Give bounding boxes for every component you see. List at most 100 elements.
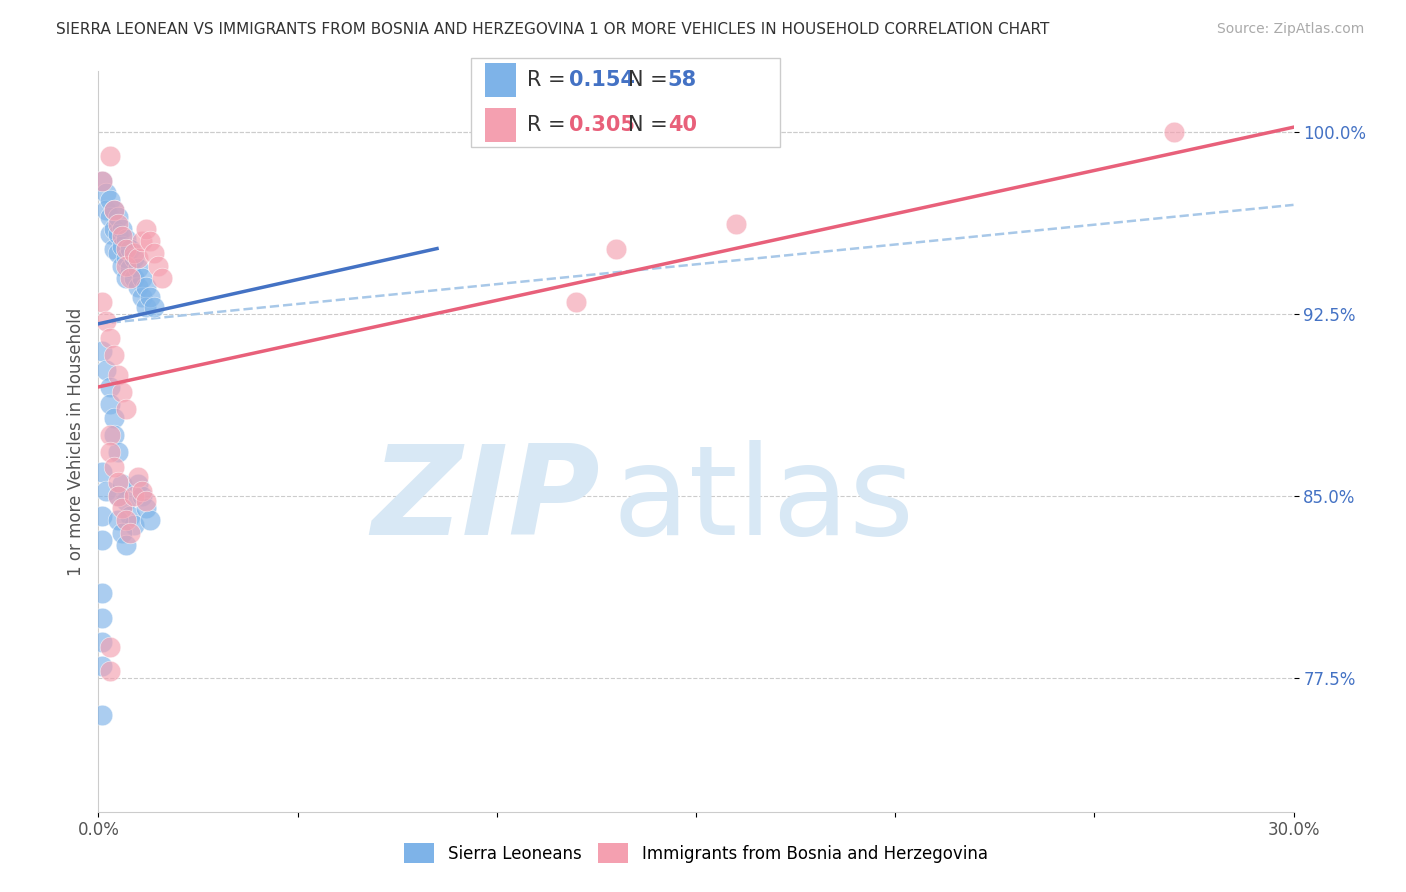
Point xyxy=(98,149,122,163)
Point xyxy=(103,411,125,425)
Point xyxy=(91,586,114,600)
Point xyxy=(127,280,149,294)
Text: SIERRA LEONEAN VS IMMIGRANTS FROM BOSNIA AND HERZEGOVINA 1 OR MORE VEHICLES IN H: SIERRA LEONEAN VS IMMIGRANTS FROM BOSNIA… xyxy=(56,22,1050,37)
Point xyxy=(91,343,114,358)
Point xyxy=(135,280,157,294)
Point xyxy=(111,477,134,491)
Point xyxy=(131,489,153,503)
Point xyxy=(120,242,142,256)
Point xyxy=(91,173,114,187)
Point xyxy=(107,368,129,382)
Text: ZIP: ZIP xyxy=(371,441,600,561)
Point xyxy=(150,270,173,285)
Point xyxy=(135,300,157,314)
Point xyxy=(98,640,122,654)
Point xyxy=(96,314,118,328)
Point xyxy=(115,252,138,266)
Text: 58: 58 xyxy=(668,70,697,90)
Point xyxy=(115,270,138,285)
Point xyxy=(107,475,129,489)
Point xyxy=(143,300,166,314)
Point xyxy=(91,508,114,523)
Text: atlas: atlas xyxy=(612,441,914,561)
Point xyxy=(107,513,129,527)
Point xyxy=(98,227,122,241)
Point xyxy=(91,707,114,722)
Point xyxy=(139,234,162,248)
Point xyxy=(107,227,129,241)
Point xyxy=(103,428,125,442)
Point xyxy=(115,494,138,508)
Point xyxy=(98,193,122,207)
Point xyxy=(124,246,146,260)
Text: Source: ZipAtlas.com: Source: ZipAtlas.com xyxy=(1216,22,1364,37)
Point xyxy=(96,202,118,217)
Text: 0.305: 0.305 xyxy=(569,115,636,135)
Point xyxy=(124,270,146,285)
Point xyxy=(120,508,142,523)
Point xyxy=(91,465,114,479)
Point xyxy=(111,222,134,236)
Point xyxy=(107,489,129,503)
Point xyxy=(91,610,114,624)
Point xyxy=(131,270,153,285)
Point xyxy=(107,217,129,231)
Point xyxy=(111,229,134,244)
Text: 40: 40 xyxy=(668,115,697,135)
Point xyxy=(131,484,153,499)
Point xyxy=(135,494,157,508)
Text: R =: R = xyxy=(527,70,572,90)
Point xyxy=(98,445,122,459)
Point xyxy=(120,270,142,285)
Point xyxy=(98,331,122,345)
Point xyxy=(103,222,125,236)
Point xyxy=(103,460,125,475)
Point xyxy=(148,259,170,273)
Point xyxy=(103,202,125,217)
Point xyxy=(127,252,149,266)
Point xyxy=(127,477,149,491)
Point xyxy=(131,234,153,248)
Point xyxy=(115,538,138,552)
Point xyxy=(111,259,134,273)
Point xyxy=(565,295,588,310)
Point xyxy=(98,664,122,678)
Point xyxy=(124,518,146,533)
Point xyxy=(98,380,122,394)
Point xyxy=(91,173,114,187)
Legend: Sierra Leoneans, Immigrants from Bosnia and Herzegovina: Sierra Leoneans, Immigrants from Bosnia … xyxy=(398,837,994,870)
Point xyxy=(127,469,149,483)
Point xyxy=(135,501,157,516)
Point xyxy=(120,525,142,540)
Point xyxy=(91,635,114,649)
Point xyxy=(124,252,146,266)
Point xyxy=(107,246,129,260)
Point xyxy=(724,217,747,231)
Point xyxy=(115,259,138,273)
Point xyxy=(124,489,146,503)
Point xyxy=(107,210,129,224)
Point xyxy=(111,384,134,399)
Text: R =: R = xyxy=(527,115,572,135)
Point xyxy=(91,533,114,547)
Point xyxy=(139,290,162,304)
Point xyxy=(96,484,118,499)
Point xyxy=(98,397,122,411)
Y-axis label: 1 or more Vehicles in Household: 1 or more Vehicles in Household xyxy=(66,308,84,575)
Point xyxy=(107,445,129,459)
Point xyxy=(1163,125,1185,139)
Text: N =: N = xyxy=(628,115,675,135)
Point xyxy=(111,501,134,516)
Point xyxy=(98,428,122,442)
Point xyxy=(131,290,153,304)
Point xyxy=(143,246,166,260)
Text: 0.154: 0.154 xyxy=(569,70,636,90)
Point xyxy=(120,260,142,275)
Point xyxy=(103,202,125,217)
Point xyxy=(96,363,118,377)
Point xyxy=(139,513,162,527)
Point xyxy=(98,210,122,224)
Point xyxy=(605,242,627,256)
Point xyxy=(103,242,125,256)
Point xyxy=(91,295,114,310)
